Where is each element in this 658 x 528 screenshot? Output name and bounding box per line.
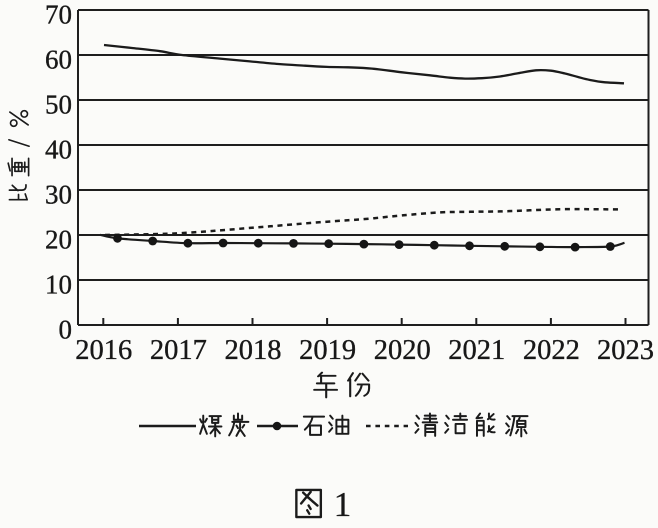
svg-text:2019: 2019 xyxy=(299,335,356,366)
svg-text:2022: 2022 xyxy=(523,335,580,366)
svg-text:2017: 2017 xyxy=(150,335,207,366)
svg-text:60: 60 xyxy=(45,45,72,75)
svg-text:1: 1 xyxy=(334,485,352,523)
svg-text:50: 50 xyxy=(45,90,72,120)
svg-text:2021: 2021 xyxy=(448,335,505,366)
svg-text:2020: 2020 xyxy=(374,335,431,366)
svg-text:20: 20 xyxy=(45,225,72,255)
svg-text:0: 0 xyxy=(59,315,73,345)
svg-text:30: 30 xyxy=(45,180,72,210)
svg-text:2016: 2016 xyxy=(75,335,132,366)
svg-text:2018: 2018 xyxy=(225,335,282,366)
svg-text:70: 70 xyxy=(45,0,72,30)
svg-text:2023: 2023 xyxy=(597,335,654,366)
svg-text:40: 40 xyxy=(45,135,72,165)
svg-text:10: 10 xyxy=(45,270,72,300)
